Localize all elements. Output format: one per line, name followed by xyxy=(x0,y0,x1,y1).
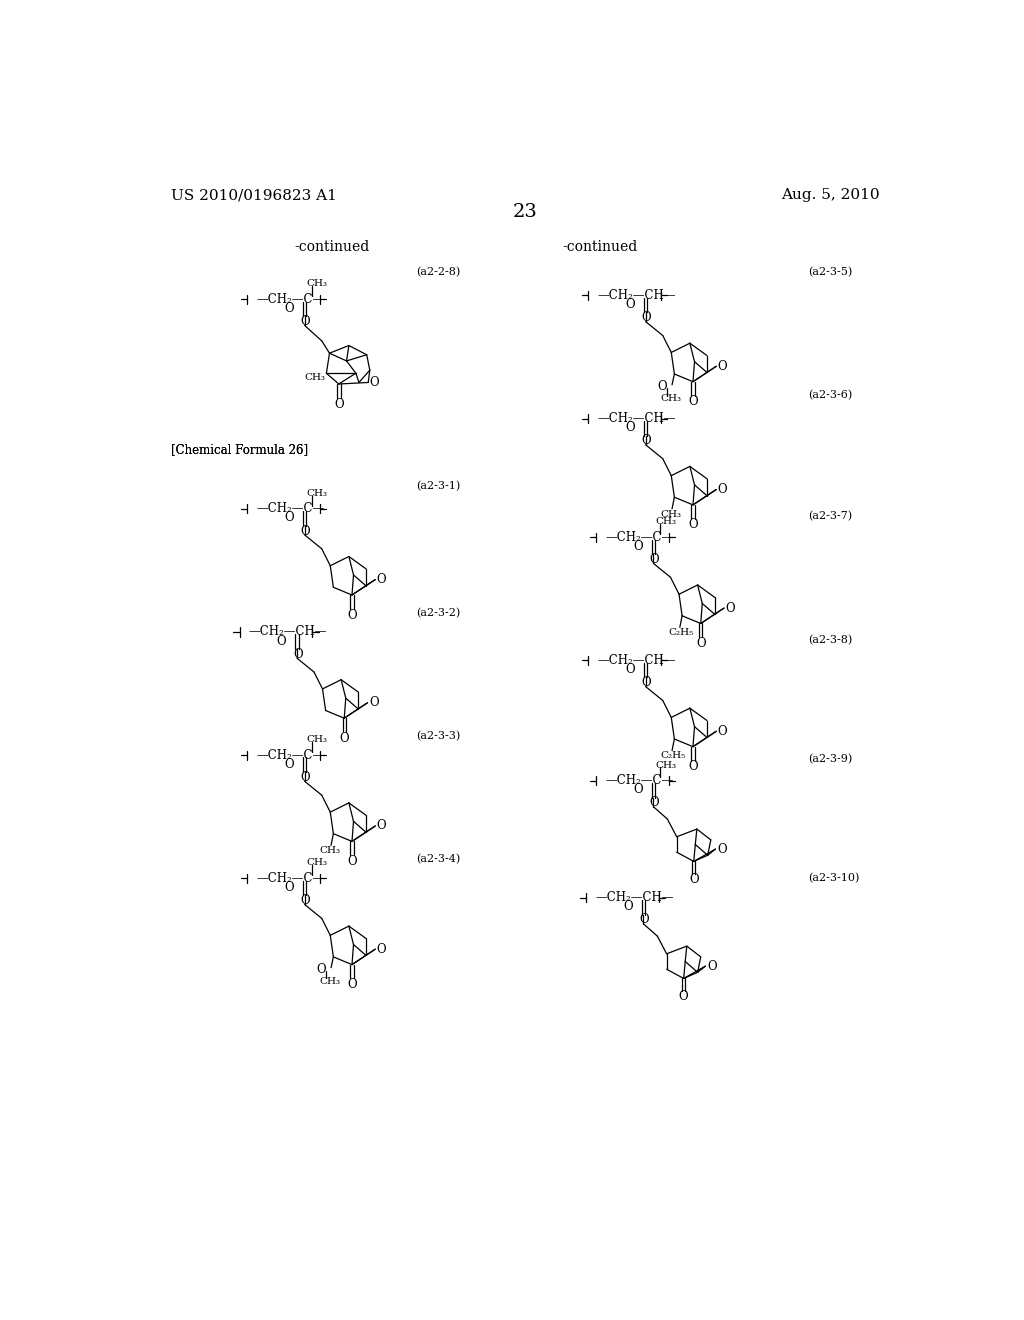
Text: O: O xyxy=(285,758,294,771)
Text: —CH₂—CH—: —CH₂—CH— xyxy=(598,289,676,302)
Text: O: O xyxy=(301,771,310,784)
Text: 23: 23 xyxy=(512,203,538,222)
Text: O: O xyxy=(370,376,380,389)
Text: O: O xyxy=(717,842,727,855)
Text: O: O xyxy=(293,648,303,661)
Text: (a2-3-7): (a2-3-7) xyxy=(809,511,853,521)
Text: O: O xyxy=(316,962,326,975)
Text: [Chemical Formula 26]: [Chemical Formula 26] xyxy=(171,444,308,455)
Text: O: O xyxy=(285,511,294,524)
Text: O: O xyxy=(623,900,633,913)
Text: (a2-3-5): (a2-3-5) xyxy=(809,267,853,277)
Text: —CH₂—C—: —CH₂—C— xyxy=(257,748,325,762)
Text: O: O xyxy=(688,395,697,408)
Text: O: O xyxy=(377,820,386,833)
Text: O: O xyxy=(276,635,286,648)
Text: CH₃: CH₃ xyxy=(319,846,340,855)
Text: (a2-3-2): (a2-3-2) xyxy=(417,607,461,618)
Text: CH₃: CH₃ xyxy=(319,977,340,986)
Text: O: O xyxy=(718,360,727,372)
Text: O: O xyxy=(377,942,386,956)
Text: CH₃: CH₃ xyxy=(305,372,326,381)
Text: O: O xyxy=(689,874,698,887)
Text: O: O xyxy=(696,638,706,649)
Text: —CH₂—C—: —CH₂—C— xyxy=(605,774,674,787)
Text: CH₃: CH₃ xyxy=(655,517,676,527)
Text: O: O xyxy=(640,913,649,927)
Text: O: O xyxy=(369,696,379,709)
Text: O: O xyxy=(347,609,356,622)
Text: O: O xyxy=(626,298,635,312)
Text: —CH₂—CH—: —CH₂—CH— xyxy=(249,626,328,639)
Text: (a2-3-3): (a2-3-3) xyxy=(417,731,461,741)
Text: C₂H₅: C₂H₅ xyxy=(669,628,693,638)
Text: —CH₂—C—: —CH₂—C— xyxy=(257,871,325,884)
Text: C₂H₅: C₂H₅ xyxy=(660,751,686,760)
Text: O: O xyxy=(642,676,651,689)
Text: O: O xyxy=(301,315,310,329)
Text: O: O xyxy=(718,483,727,496)
Text: O: O xyxy=(657,380,667,393)
Text: (a2-2-8): (a2-2-8) xyxy=(417,267,461,277)
Text: O: O xyxy=(285,880,294,894)
Text: -continued: -continued xyxy=(562,240,637,253)
Text: CH₃: CH₃ xyxy=(306,280,328,288)
Text: (a2-3-1): (a2-3-1) xyxy=(417,480,461,491)
Text: O: O xyxy=(726,602,735,615)
Text: CH₃: CH₃ xyxy=(660,395,681,403)
Text: CH₃: CH₃ xyxy=(655,760,676,770)
Text: -continued: -continued xyxy=(295,240,370,253)
Text: CH₃: CH₃ xyxy=(660,510,681,519)
Text: (a2-3-9): (a2-3-9) xyxy=(809,754,853,764)
Text: —CH₂—CH—: —CH₂—CH— xyxy=(598,412,676,425)
Text: US 2010/0196823 A1: US 2010/0196823 A1 xyxy=(171,189,337,202)
Text: O: O xyxy=(633,783,643,796)
Text: —CH₂—CH—: —CH₂—CH— xyxy=(595,891,674,904)
Text: O: O xyxy=(377,573,386,586)
Text: —CH₂—C—: —CH₂—C— xyxy=(257,293,325,306)
Text: O: O xyxy=(626,663,635,676)
Text: O: O xyxy=(334,397,344,411)
Text: O: O xyxy=(301,894,310,907)
Text: O: O xyxy=(642,434,651,447)
Text: O: O xyxy=(347,978,356,991)
Text: O: O xyxy=(626,421,635,434)
Text: (a2-3-6): (a2-3-6) xyxy=(809,391,853,401)
Text: (a2-3-10): (a2-3-10) xyxy=(809,874,860,883)
Text: O: O xyxy=(301,524,310,537)
Text: CH₃: CH₃ xyxy=(306,735,328,744)
Text: CH₃: CH₃ xyxy=(306,858,328,867)
Text: —CH₂—CH—: —CH₂—CH— xyxy=(598,653,676,667)
Text: O: O xyxy=(339,731,349,744)
Text: CH₃: CH₃ xyxy=(306,488,328,498)
Text: O: O xyxy=(688,760,697,774)
Text: O: O xyxy=(347,855,356,869)
Text: [Chemical Formula 26]: [Chemical Formula 26] xyxy=(171,444,308,455)
Text: —CH₂—C—: —CH₂—C— xyxy=(257,502,325,515)
Text: (a2-3-8): (a2-3-8) xyxy=(809,635,853,644)
Text: O: O xyxy=(707,960,717,973)
Text: (a2-3-4): (a2-3-4) xyxy=(417,854,461,865)
Text: Aug. 5, 2010: Aug. 5, 2010 xyxy=(781,189,880,202)
Text: O: O xyxy=(718,725,727,738)
Text: O: O xyxy=(285,302,294,315)
Text: O: O xyxy=(642,312,651,325)
Text: O: O xyxy=(649,796,659,809)
Text: O: O xyxy=(633,540,643,553)
Text: O: O xyxy=(649,553,659,566)
Text: O: O xyxy=(679,990,688,1003)
Text: O: O xyxy=(688,519,697,532)
Text: —CH₂—C—: —CH₂—C— xyxy=(605,531,674,544)
